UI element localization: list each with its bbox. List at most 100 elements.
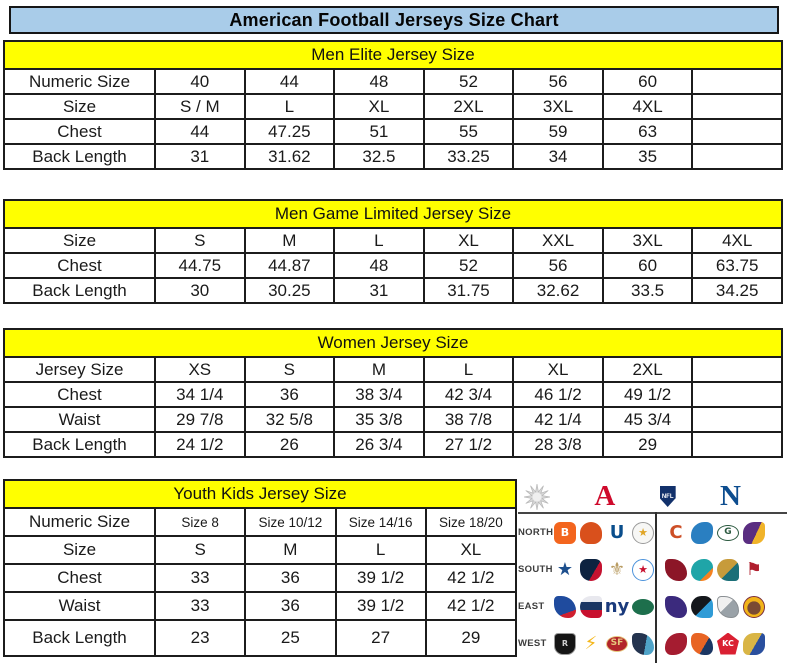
size-cell: 52 — [422, 68, 515, 95]
size-cell: 34 — [512, 143, 604, 170]
size-cell: 42 3/4 — [422, 381, 515, 408]
size-cell: 3XL — [601, 227, 694, 254]
nfl-shield-label: NFL — [661, 494, 674, 500]
size-cell: 56 — [512, 252, 604, 279]
section-header-men-elite: Men Elite Jersey Size — [3, 40, 783, 70]
size-cell: 36 — [243, 381, 336, 408]
size-cell: 38 7/8 — [422, 406, 515, 433]
size-cell: 35 — [601, 143, 694, 170]
size-cell: XL — [512, 356, 604, 383]
afc-team-logos: B U ★ — [554, 521, 654, 544]
size-cell: L — [243, 93, 336, 120]
team-logo-titans: ★ — [632, 558, 654, 581]
size-cell: 63.75 — [691, 252, 783, 279]
size-cell: S — [154, 227, 246, 254]
team-logo-colts: U — [606, 521, 628, 544]
size-cell: 44.75 — [154, 252, 246, 279]
size-cell: 48 — [333, 68, 425, 95]
size-cell: 33.5 — [601, 277, 694, 304]
team-logo-packers: G — [717, 524, 739, 541]
section-header-row: Women Jersey Size — [3, 328, 783, 358]
conference-header: A NFL N — [518, 481, 787, 514]
team-logo-bears: C — [669, 521, 683, 543]
size-cell: 63 — [601, 118, 694, 145]
team-logo-ravens — [665, 595, 687, 618]
size-cell: 29 7/8 — [154, 406, 246, 433]
page-title: American Football Jerseys Size Chart — [9, 6, 779, 34]
table-row: Waist 29 7/8 32 5/8 35 3/8 38 7/8 42 1/4 45 3/… — [3, 406, 783, 433]
row-label: Chest — [3, 118, 156, 145]
size-cell: 38 3/4 — [333, 381, 425, 408]
row-label: Back Length — [3, 619, 156, 657]
row-label: Back Length — [3, 277, 156, 304]
team-logo-patriots — [580, 595, 602, 618]
size-cell: 44.87 — [243, 252, 336, 279]
size-cell: 56 — [512, 68, 604, 95]
size-cell: 23 — [153, 619, 247, 657]
team-logo-bills — [554, 595, 576, 618]
size-cell: 4XL — [601, 93, 694, 120]
size-cell — [691, 381, 783, 408]
afc-team-logos: ★ ⚜ ★ — [554, 558, 654, 581]
row-label: Size — [3, 535, 156, 565]
nfc-team-logos — [665, 595, 765, 618]
size-cell: 44 — [154, 118, 246, 145]
size-cell: 31.75 — [422, 277, 515, 304]
row-label: Size — [3, 227, 156, 254]
team-logo-vikings — [743, 521, 765, 544]
size-cell: 44 — [243, 68, 336, 95]
row-label: Jersey Size — [3, 356, 156, 383]
size-cell — [691, 143, 783, 170]
team-logo-lions — [691, 521, 713, 544]
team-logo-redskins — [743, 595, 765, 618]
row-label: Back Length — [3, 431, 156, 458]
size-cell: XXL — [512, 227, 604, 254]
size-cell: 59 — [512, 118, 604, 145]
afc-logo: A — [594, 480, 616, 512]
nfc-team-logos: ⚑ — [665, 558, 765, 581]
size-cell — [691, 68, 783, 95]
size-cell: 2XL — [601, 356, 694, 383]
row-label: Back Length — [3, 143, 156, 170]
size-cell — [691, 406, 783, 433]
size-cell: 2XL — [422, 93, 515, 120]
size-cell: 26 3/4 — [333, 431, 425, 458]
section-header-row: Men Elite Jersey Size — [3, 40, 783, 70]
size-cell: Size 8 — [153, 507, 247, 537]
nfc-logo: N — [720, 480, 741, 512]
row-label: Numeric Size — [3, 68, 156, 95]
size-cell: XL — [333, 93, 425, 120]
team-logo-seahawks — [632, 632, 654, 655]
division-row-west: WEST R ⚡ SF KC — [518, 625, 787, 662]
starburst-icon — [524, 483, 550, 510]
table-row: Back Length 31 31.62 32.5 33.25 34 35 — [3, 143, 783, 170]
size-table-men-elite: Men Elite Jersey Size Numeric Size 40 44 48 5… — [3, 40, 783, 170]
row-label: Chest — [3, 563, 156, 593]
team-logo-panthers — [691, 595, 713, 618]
team-logo-jaguars — [717, 558, 739, 581]
team-logo-saints: ⚜ — [608, 558, 626, 580]
size-cell: 30.25 — [243, 277, 336, 304]
team-logo-chargers: ⚡ — [584, 632, 598, 654]
size-cell: 36 — [244, 591, 337, 621]
row-label: Waist — [3, 406, 156, 433]
size-cell: 32.5 — [333, 143, 425, 170]
afc-team-logos: R ⚡ SF — [554, 632, 654, 655]
table-row: Back Length 23 25 27 29 — [3, 619, 518, 657]
table-row: Size S M L XL — [3, 535, 518, 565]
division-row-north: NORTH B U ★ C G — [518, 514, 787, 551]
size-cell: XL — [424, 535, 518, 565]
size-cell: 42 1/2 — [424, 591, 518, 621]
section-header-women: Women Jersey Size — [3, 328, 783, 358]
size-cell: S — [243, 356, 336, 383]
size-cell: 26 — [243, 431, 336, 458]
size-cell: 48 — [333, 252, 425, 279]
team-logo-broncos — [691, 632, 713, 655]
size-cell: 42 1/4 — [512, 406, 604, 433]
size-cell: 4XL — [691, 227, 783, 254]
size-cell: 40 — [154, 68, 246, 95]
table-row: Back Length 24 1/2 26 26 3/4 27 1/2 28 3/8 29 — [3, 431, 783, 458]
size-cell: 39 1/2 — [334, 563, 427, 593]
size-cell — [691, 93, 783, 120]
